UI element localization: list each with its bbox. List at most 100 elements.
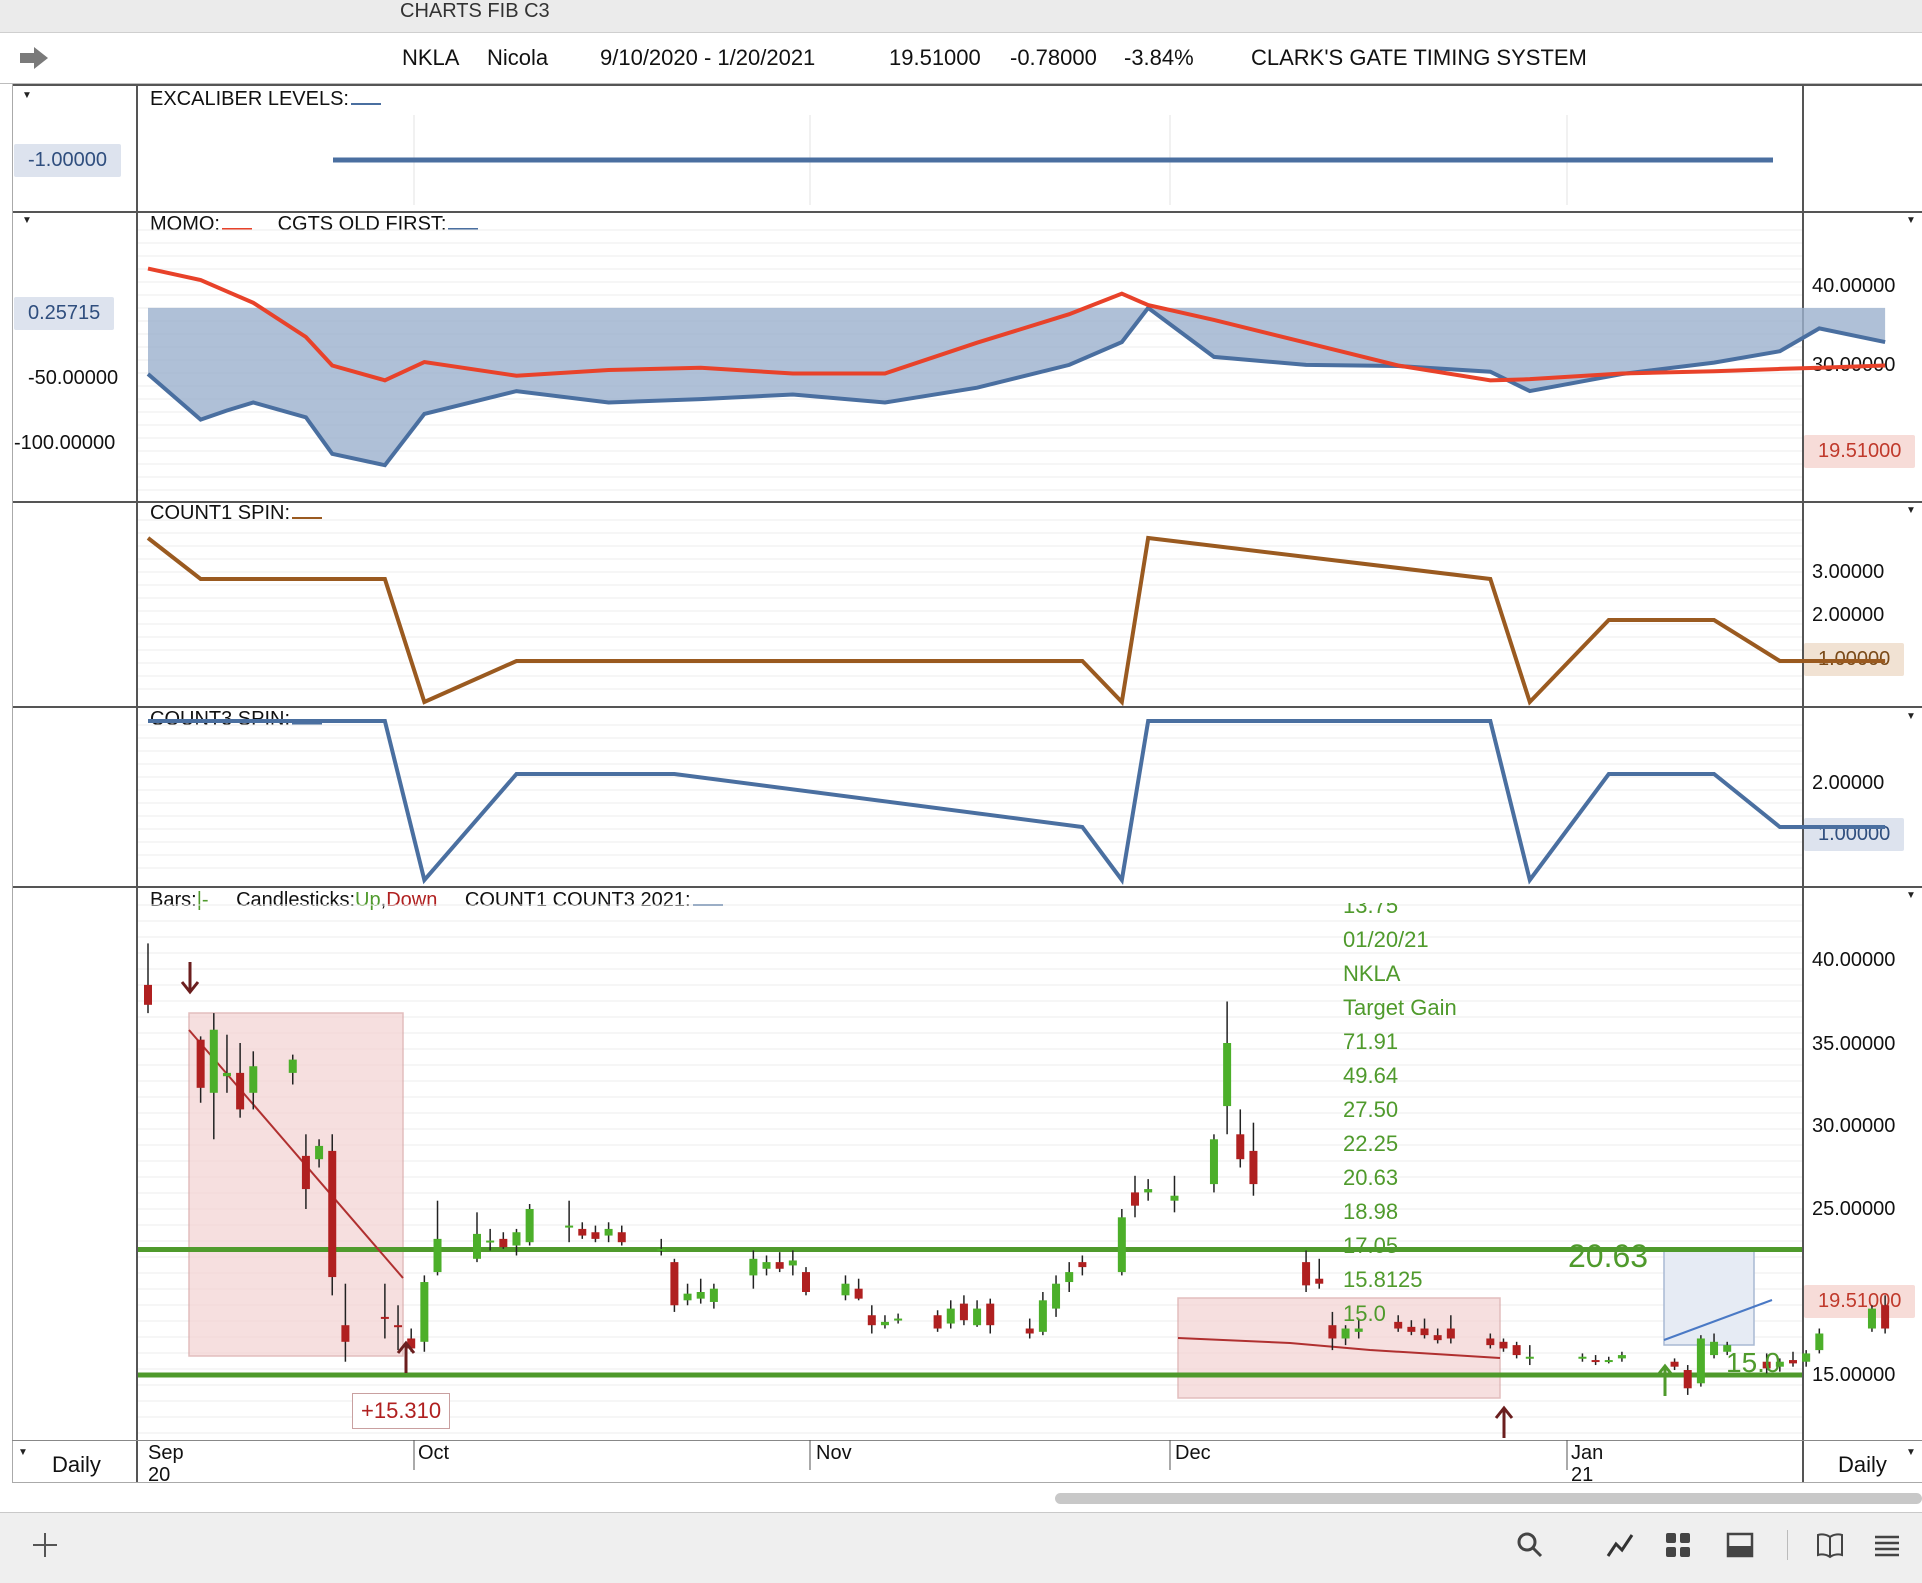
cgts-value-badge: 0.25715: [14, 297, 115, 330]
month-label: Jan 21: [1571, 1442, 1603, 1486]
target-item: 17.05: [1343, 1233, 1399, 1258]
candle-body: [1354, 1328, 1363, 1332]
candle-body: [854, 1288, 863, 1299]
candle-body: [196, 1039, 205, 1088]
candle-body: [1604, 1360, 1613, 1363]
candle-body: [578, 1228, 587, 1236]
trend-line: [188, 1029, 404, 1279]
count1-right-tick: 3.00000: [1812, 561, 1885, 583]
candle-body: [288, 1059, 297, 1073]
month-label: Sep 20: [148, 1442, 184, 1486]
candle-body: [565, 1225, 574, 1228]
level-high-label: 20.63: [1568, 1238, 1649, 1274]
candle-body: [657, 1248, 666, 1251]
candle-body: [1302, 1262, 1311, 1286]
excaliber-legend: EXCALIBER LEVELS:: [150, 88, 381, 111]
candle-body: [1762, 1361, 1771, 1369]
price-right-tick: 35.00000: [1812, 1033, 1896, 1055]
candle-body: [315, 1145, 324, 1160]
system-name: CLARK'S GATE TIMING SYSTEM: [1251, 45, 1587, 70]
candle-body: [341, 1325, 350, 1342]
target-item: NKLA: [1343, 961, 1401, 986]
candle-body: [420, 1282, 429, 1342]
candle-body: [1617, 1355, 1626, 1359]
candle-body: [1789, 1360, 1797, 1364]
line-chart-icon[interactable]: [1605, 1530, 1635, 1560]
candle-body: [525, 1209, 534, 1243]
candle-body: [1578, 1356, 1587, 1359]
momo-left-tick: -50.00000: [28, 367, 119, 389]
excaliber-value-badge: -1.00000: [14, 144, 121, 177]
price-right-tick: 40.00000: [1812, 949, 1896, 971]
symbol-company: Nicola: [487, 45, 549, 70]
collapse-triangle-icon[interactable]: ▼: [22, 90, 32, 101]
candle-body: [407, 1338, 416, 1349]
candle-body: [683, 1293, 692, 1301]
candle-body: [1512, 1345, 1521, 1356]
search-icon[interactable]: [1515, 1530, 1545, 1560]
month-label: Nov: [816, 1442, 852, 1464]
candle-body: [473, 1233, 481, 1259]
layout-icon[interactable]: [1725, 1530, 1755, 1560]
candle-body: [1670, 1361, 1679, 1367]
candle-body: [1117, 1217, 1126, 1273]
bottom-toolbar: [0, 1512, 1922, 1583]
collapse-triangle-icon[interactable]: ▼: [1906, 711, 1916, 722]
target-item: 22.25: [1343, 1131, 1399, 1156]
collapse-triangle-icon[interactable]: ▼: [1906, 890, 1916, 901]
month-year: 21: [1571, 1464, 1594, 1486]
target-gain-list: 13.75 01/20/21 NKLA Target Gain 71.91 49…: [1343, 903, 1543, 1343]
candle-body: [841, 1283, 850, 1296]
collapse-triangle-icon[interactable]: ▼: [22, 215, 32, 226]
list-icon[interactable]: [1872, 1530, 1902, 1560]
candle-body: [433, 1238, 442, 1273]
target-item: 20.63: [1343, 1165, 1399, 1190]
candle-body: [380, 1316, 389, 1319]
collapse-triangle-icon[interactable]: ▼: [18, 1447, 28, 1458]
candle-body: [749, 1258, 758, 1276]
period-label-right[interactable]: Daily: [1838, 1452, 1887, 1477]
candle-body: [959, 1303, 968, 1321]
candle-body: [1407, 1326, 1416, 1332]
book-icon[interactable]: [1815, 1530, 1845, 1560]
momo-line: [147, 266, 1886, 383]
collapse-triangle-icon[interactable]: ▼: [1906, 505, 1916, 516]
grid-icon[interactable]: [1663, 1530, 1693, 1560]
candle-body: [1209, 1139, 1218, 1185]
price-right-tick: 25.00000: [1812, 1198, 1896, 1220]
collapse-triangle-icon[interactable]: ▼: [1906, 1447, 1916, 1458]
target-item: Target Gain: [1343, 995, 1457, 1020]
bars-glyph: |-: [196, 889, 209, 911]
target-item: 15.8125: [1343, 1267, 1423, 1292]
candle-body: [1038, 1300, 1047, 1332]
month-label: Dec: [1175, 1442, 1211, 1464]
collapse-triangle-icon[interactable]: ▼: [1906, 215, 1916, 226]
candle-body: [328, 1150, 337, 1278]
plus-icon[interactable]: [30, 1530, 60, 1560]
candle-body: [1394, 1321, 1403, 1329]
horizontal-scrollbar[interactable]: [1055, 1493, 1922, 1504]
gain-box: +15.310: [352, 1393, 451, 1429]
candle-body: [301, 1155, 310, 1190]
forward-arrow-icon[interactable]: [18, 45, 50, 71]
target-item: 01/20/21: [1343, 927, 1429, 952]
price-change-pct: -3.84%: [1124, 45, 1194, 70]
momo-left-tick: -100.00000: [14, 432, 116, 454]
price-right-tick: 30.00000: [1812, 1115, 1896, 1137]
level-low-label: 15.0: [1726, 1347, 1781, 1378]
candle-body: [933, 1315, 942, 1329]
period-label-left[interactable]: Daily: [52, 1452, 101, 1477]
candle-body: [617, 1232, 626, 1243]
last-price: 19.51000: [889, 45, 981, 70]
target-item: 15.0: [1343, 1301, 1386, 1326]
candle-body: [802, 1272, 810, 1292]
excaliber-label: EXCALIBER LEVELS:: [150, 88, 349, 110]
target-item: 13.75: [1343, 903, 1399, 918]
cgts-area: [148, 307, 1886, 466]
candle-body: [986, 1303, 995, 1326]
month-name: Jan: [1571, 1442, 1604, 1464]
candle-body: [1775, 1361, 1784, 1367]
candle-body: [591, 1232, 600, 1239]
candle-body: [867, 1315, 876, 1326]
